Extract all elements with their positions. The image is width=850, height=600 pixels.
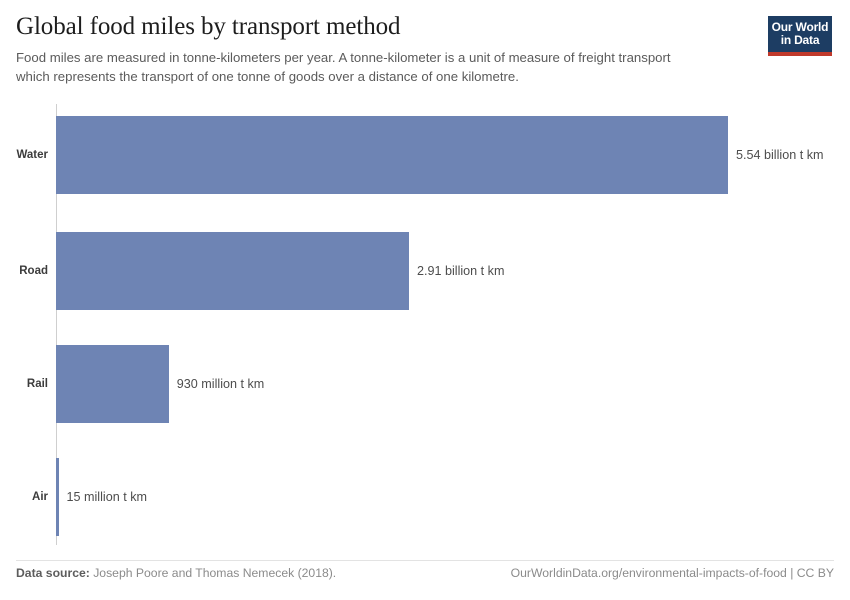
- bar-value-rail: 930 million t km: [176, 377, 265, 391]
- data-source-label: Data source:: [16, 566, 90, 580]
- bar-row: Rail 930 million t km: [0, 345, 850, 423]
- bar-value-air: 15 million t km: [66, 490, 147, 504]
- bar-row: Road 2.91 billion t km: [0, 232, 850, 310]
- logo-line-1: Our World: [771, 19, 829, 34]
- chart-subtitle: Food miles are measured in tonne-kilomet…: [16, 50, 671, 84]
- category-label-road: Road: [19, 265, 48, 277]
- category-label-air: Air: [32, 491, 48, 503]
- bar-value-water: 5.54 billion t km: [736, 148, 824, 162]
- chart-header: Global food miles by transport method Fo…: [16, 12, 756, 86]
- bar-air[interactable]: [56, 458, 59, 536]
- category-label-water: Water: [16, 149, 48, 161]
- source-url[interactable]: OurWorldinData.org/environmental-impacts…: [510, 566, 834, 580]
- category-label-rail: Rail: [26, 378, 48, 390]
- chart-footer: Data source: Joseph Poore and Thomas Nem…: [16, 566, 834, 580]
- bar-row: Air 15 million t km: [0, 458, 850, 536]
- bar-road[interactable]: [56, 232, 409, 310]
- bar-row: Water 5.54 billion t km: [0, 116, 850, 194]
- data-source: Data source: Joseph Poore and Thomas Nem…: [16, 566, 336, 580]
- plot-area: Water 5.54 billion t km Road 2.91 billio…: [0, 100, 850, 548]
- bar-rail[interactable]: [56, 345, 169, 423]
- logo-line-2: in Data: [780, 32, 820, 47]
- bar-value-road: 2.91 billion t km: [416, 264, 505, 278]
- our-world-in-data-logo[interactable]: Our World in Data: [768, 16, 832, 56]
- y-axis-line: [56, 104, 57, 545]
- bar-water[interactable]: [56, 116, 728, 194]
- page-title: Global food miles by transport method: [16, 13, 401, 40]
- footer-divider: [16, 560, 834, 561]
- data-source-text: Joseph Poore and Thomas Nemecek (2018).: [89, 566, 337, 580]
